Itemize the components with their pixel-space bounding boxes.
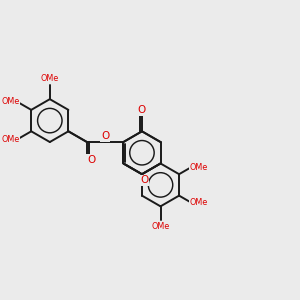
Text: O: O	[101, 131, 109, 141]
Text: O: O	[138, 105, 146, 115]
Text: OMe: OMe	[190, 198, 208, 207]
Text: OMe: OMe	[41, 74, 59, 83]
Text: O: O	[140, 175, 148, 185]
Text: O: O	[87, 155, 95, 165]
Text: OMe: OMe	[190, 163, 208, 172]
Text: OMe: OMe	[152, 222, 169, 231]
Text: OMe: OMe	[2, 97, 20, 106]
Text: OMe: OMe	[2, 135, 20, 144]
